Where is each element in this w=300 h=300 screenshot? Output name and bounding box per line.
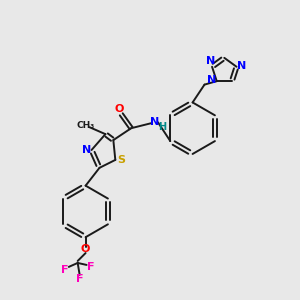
- Text: N: N: [207, 75, 216, 85]
- Text: F: F: [87, 262, 94, 272]
- Text: O: O: [81, 244, 90, 254]
- Text: F: F: [76, 274, 83, 284]
- Text: CH₃: CH₃: [76, 121, 95, 130]
- Text: N: N: [82, 145, 91, 155]
- Text: S: S: [117, 155, 125, 165]
- Text: N: N: [237, 61, 246, 71]
- Text: O: O: [115, 104, 124, 114]
- Text: H: H: [158, 122, 166, 132]
- Text: N: N: [206, 56, 216, 66]
- Text: N: N: [150, 117, 160, 127]
- Text: F: F: [61, 265, 68, 275]
